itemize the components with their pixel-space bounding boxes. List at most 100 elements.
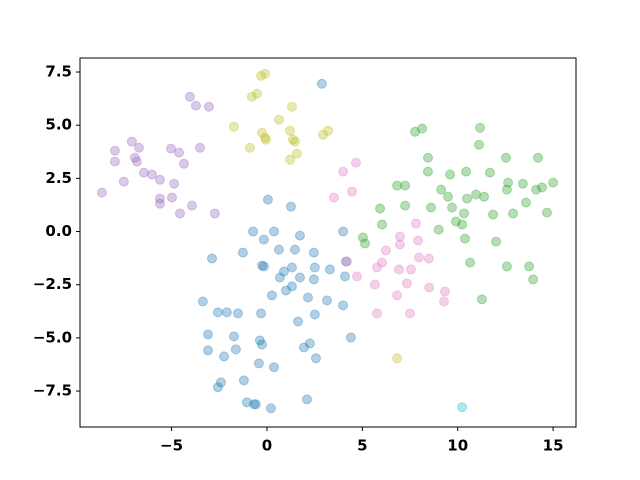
plot-frame: [79, 57, 577, 428]
scatter-point: [445, 169, 456, 180]
scatter-point: [372, 262, 383, 273]
scatter-point: [253, 358, 264, 369]
scatter-point: [212, 382, 223, 393]
scatter-point: [531, 184, 542, 195]
scatter-point: [166, 192, 177, 203]
scatter-point: [273, 114, 284, 125]
scatter-point: [393, 264, 404, 275]
scatter-point: [109, 145, 120, 156]
scatter-point: [178, 158, 189, 169]
scatter-point: [126, 136, 137, 147]
scatter-point: [265, 403, 276, 414]
scatter-point: [238, 375, 249, 386]
scatter-point: [248, 399, 259, 410]
scatter-point: [154, 198, 165, 209]
scatter-point: [459, 208, 470, 219]
scatter-point: [409, 126, 420, 137]
x-tick-label: 10: [447, 437, 468, 455]
y-tick-label: −5.0: [33, 328, 72, 346]
scatter-point: [260, 68, 271, 79]
scatter-point: [252, 88, 263, 99]
scatter-point: [219, 351, 230, 362]
scatter-point: [212, 307, 223, 318]
scatter-point: [380, 245, 391, 256]
scatter-point: [197, 296, 208, 307]
scatter-point: [254, 335, 265, 346]
scatter-point: [274, 272, 285, 283]
scatter-point: [405, 264, 416, 275]
scatter-point: [194, 142, 205, 153]
scatter-point: [230, 344, 241, 355]
x-tick-label: 0: [262, 437, 272, 455]
scatter-point: [169, 178, 180, 189]
scatter-point: [351, 157, 362, 168]
scatter-point: [286, 262, 297, 273]
scatter-point: [302, 394, 313, 405]
scatter-point: [400, 200, 411, 211]
scatter-point: [451, 216, 462, 227]
scatter-point: [372, 308, 383, 319]
scatter-point: [118, 176, 129, 187]
scatter-point: [323, 125, 333, 136]
scatter-point: [474, 139, 485, 150]
scatter-point: [256, 308, 267, 319]
scatter-point: [96, 187, 107, 198]
scatter-point: [392, 290, 403, 301]
scatter-point: [476, 294, 487, 305]
x-tick-label: 5: [357, 437, 367, 455]
y-tick-label: −7.5: [33, 382, 72, 400]
scatter-point: [401, 278, 412, 289]
y-tick-label: 2.5: [45, 169, 72, 187]
scatter-point: [422, 152, 433, 163]
y-tick-label: 7.5: [45, 63, 72, 81]
scatter-point: [357, 232, 368, 243]
scatter-point: [281, 285, 292, 296]
scatter-point: [342, 256, 353, 267]
scatter-point: [129, 152, 140, 163]
scatter-point: [294, 272, 305, 283]
scatter-point: [318, 129, 329, 140]
scatter-point: [256, 70, 267, 81]
scatter-point: [392, 353, 403, 364]
scatter-point: [400, 180, 411, 191]
scatter-point: [521, 197, 532, 208]
scatter-point: [285, 201, 296, 212]
scatter-point: [207, 253, 218, 264]
scatter-point: [439, 286, 450, 297]
scatter-point: [459, 233, 470, 244]
scatter-point: [426, 202, 437, 213]
scatter-point: [273, 244, 284, 255]
scatter-point: [484, 167, 495, 178]
scatter-point: [479, 191, 490, 202]
scatter-point: [324, 264, 335, 275]
scatter-point: [228, 331, 239, 342]
scatter-point: [542, 207, 553, 218]
scatter-point: [360, 238, 371, 249]
scatter-point: [308, 274, 319, 285]
scatter-point: [184, 91, 195, 102]
scatter-point: [154, 174, 165, 185]
scatter-point: [286, 101, 297, 112]
scatter-point: [410, 218, 421, 229]
scatter-point: [289, 244, 300, 255]
scatter-point: [376, 257, 387, 268]
scatter-point: [258, 234, 269, 245]
scatter-point: [260, 132, 271, 143]
scatter-point: [339, 271, 350, 282]
scatter-point: [457, 219, 468, 230]
scatter-point: [422, 166, 433, 177]
scatter-point: [291, 148, 302, 159]
scatter-point: [215, 377, 226, 388]
scatter-point: [138, 167, 149, 178]
scatter-point: [338, 166, 349, 177]
scatter-point: [433, 224, 444, 235]
scatter-point: [131, 156, 142, 167]
scatter-point: [423, 253, 434, 264]
scatter-point: [278, 266, 289, 277]
scatter-point: [338, 226, 349, 237]
scatter-point: [503, 177, 514, 188]
scatter-point: [424, 282, 435, 293]
y-tick-label: 5.0: [45, 116, 72, 134]
scatter-point: [351, 271, 362, 282]
